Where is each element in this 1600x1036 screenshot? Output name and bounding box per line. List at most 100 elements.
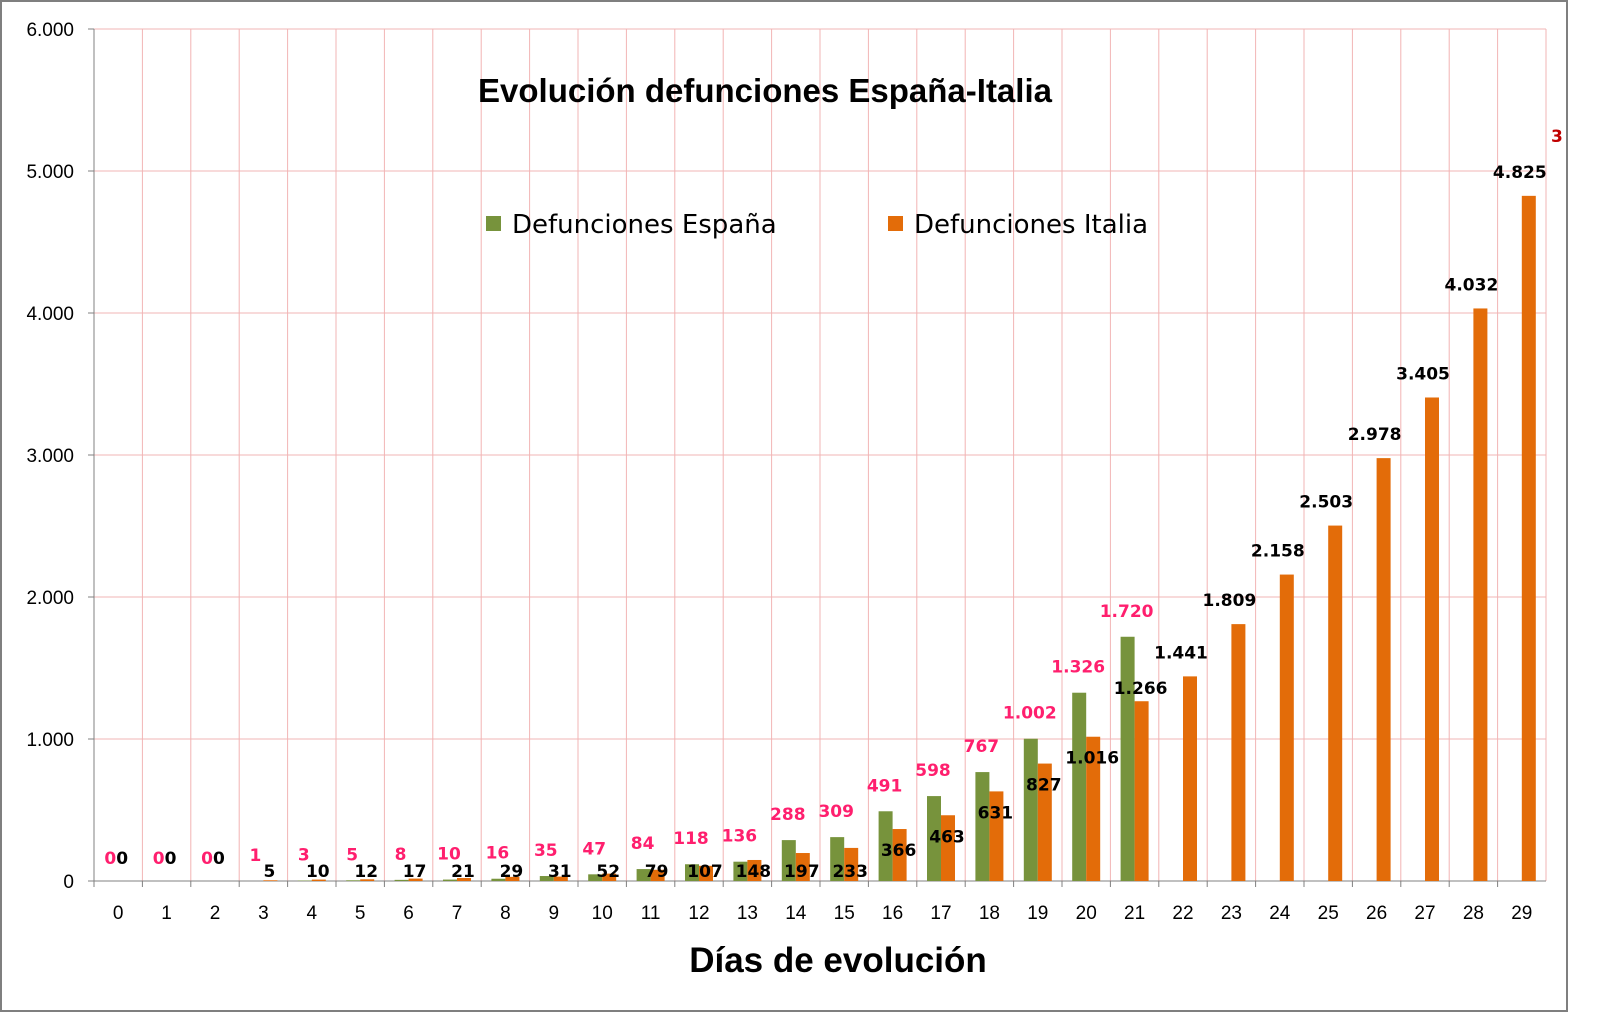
data-label-italia: 0 [116, 849, 128, 869]
x-tick-label: 29 [1511, 903, 1532, 924]
x-tick-label: 7 [452, 903, 463, 924]
bar-espana [927, 796, 941, 881]
data-label-espana: 598 [915, 761, 951, 781]
data-label-espana: 491 [867, 776, 903, 796]
bar-espana [588, 874, 603, 881]
bar-italia [989, 791, 1004, 881]
bar-italia [505, 876, 520, 881]
bar-italia [263, 880, 278, 881]
data-label-italia: 197 [784, 862, 820, 882]
legend: Defunciones España Defunciones Italia [486, 210, 1148, 240]
bar-italia [1231, 624, 1246, 881]
data-label-italia: 31 [548, 862, 572, 882]
x-tick-label: 2 [210, 903, 221, 924]
bar-italia [408, 878, 423, 881]
legend-swatch-espana [486, 216, 501, 231]
data-label-italia: 52 [596, 862, 620, 882]
y-tick-label: 4.000 [26, 304, 74, 325]
data-label-italia: 3.405 [1396, 364, 1450, 384]
bar-italia [602, 873, 617, 881]
data-label-espana: 136 [722, 827, 758, 847]
data-label-espana: 35 [534, 841, 558, 861]
x-tick-label: 1 [161, 903, 172, 924]
data-label-italia: 1.441 [1154, 643, 1208, 663]
data-label-italia: 17 [403, 862, 427, 882]
x-tick-label: 20 [1076, 903, 1097, 924]
data-label-italia: 2.978 [1348, 425, 1402, 445]
x-tick-label: 0 [113, 903, 124, 924]
gridlines [94, 28, 1547, 881]
bar-espana [878, 811, 893, 881]
data-label-italia: 0 [165, 849, 177, 869]
data-label-italia: 5 [263, 862, 275, 882]
bar-espana [1120, 636, 1135, 881]
x-tick-label: 28 [1463, 903, 1484, 924]
bar-espana [975, 772, 990, 881]
bar-italia [1134, 701, 1149, 881]
y-tick-label: 6.000 [26, 20, 74, 41]
bar-italia [1037, 763, 1052, 881]
data-label-italia: 148 [736, 862, 772, 882]
bars [263, 195, 1536, 882]
bar-espana [491, 878, 506, 881]
bar-espana [733, 861, 748, 881]
data-label-espana: 767 [964, 737, 1000, 757]
data-label-espana: 0 [104, 849, 116, 869]
axes [88, 28, 1546, 887]
data-label-italia: 21 [451, 862, 475, 882]
bar-italia [747, 859, 762, 881]
x-tick-label: 24 [1269, 903, 1291, 924]
legend-swatch-italia [888, 216, 903, 231]
bar-italia [1376, 458, 1391, 881]
x-tick-label: 8 [500, 903, 511, 924]
x-tick-label: 3 [258, 903, 269, 924]
bar-italia [941, 815, 955, 881]
data-label-italia: 4.825 [1493, 163, 1547, 183]
data-label-espana: 1.002 [1003, 704, 1057, 724]
data-label-italia: 2.158 [1251, 542, 1305, 562]
x-tick-label: 25 [1318, 903, 1339, 924]
x-tick-labels: 0 1 2 3 4 5 6 7 8 9 10 11 12 13 14 15 16 17 18 19 20 21 22 23 24… [113, 903, 1532, 924]
data-label-italia: 1.266 [1114, 679, 1168, 699]
chart-title: Evolución defunciones España-Italia [478, 72, 1053, 109]
x-tick-label: 15 [834, 903, 855, 924]
x-tick-label: 23 [1221, 903, 1242, 924]
x-tick-label: 17 [930, 903, 951, 924]
x-tick-label: 14 [785, 903, 807, 924]
bar-italia [699, 865, 713, 881]
y-tick-label: 2.000 [26, 588, 74, 609]
data-label-espana: 0 [153, 849, 165, 869]
data-label-italia: 631 [978, 803, 1014, 823]
x-tick-label: 10 [592, 903, 613, 924]
data-label-espana: 5 [346, 845, 358, 865]
y-tick-label: 0 [63, 872, 74, 893]
data-label-espana: 84 [631, 834, 655, 854]
data-label-espana: 8 [395, 845, 407, 865]
x-tick-label: 12 [688, 903, 709, 924]
data-label-italia: 12 [354, 862, 378, 882]
data-label-italia: 463 [929, 827, 965, 847]
x-tick-label: 11 [641, 903, 661, 924]
data-label-italia: 107 [687, 862, 723, 882]
x-tick-label: 27 [1414, 903, 1435, 924]
x-tick-label: 5 [355, 903, 366, 924]
y-tick-labels: 0 1.000 2.000 3.000 4.000 5.000 6.000 [26, 20, 74, 893]
data-label-italia: 79 [645, 862, 669, 882]
bar-espana [539, 876, 554, 881]
bar-italia [1425, 397, 1439, 881]
bar-italia [553, 876, 568, 881]
data-label-espana: 118 [673, 829, 709, 849]
bar-espana [1072, 692, 1087, 881]
x-tick-label: 22 [1172, 903, 1193, 924]
bar-espana [443, 879, 457, 881]
x-tick-label: 9 [549, 903, 560, 924]
bar-italia [311, 879, 326, 881]
bar-espana [830, 837, 845, 881]
data-label-italia: 2.503 [1299, 493, 1353, 513]
data-label-italia: 4.032 [1445, 275, 1499, 295]
data-label-espana: 0 [201, 849, 213, 869]
bar-italia [1473, 308, 1488, 881]
bar-italia [457, 878, 471, 881]
data-label-espana: 47 [582, 839, 606, 859]
